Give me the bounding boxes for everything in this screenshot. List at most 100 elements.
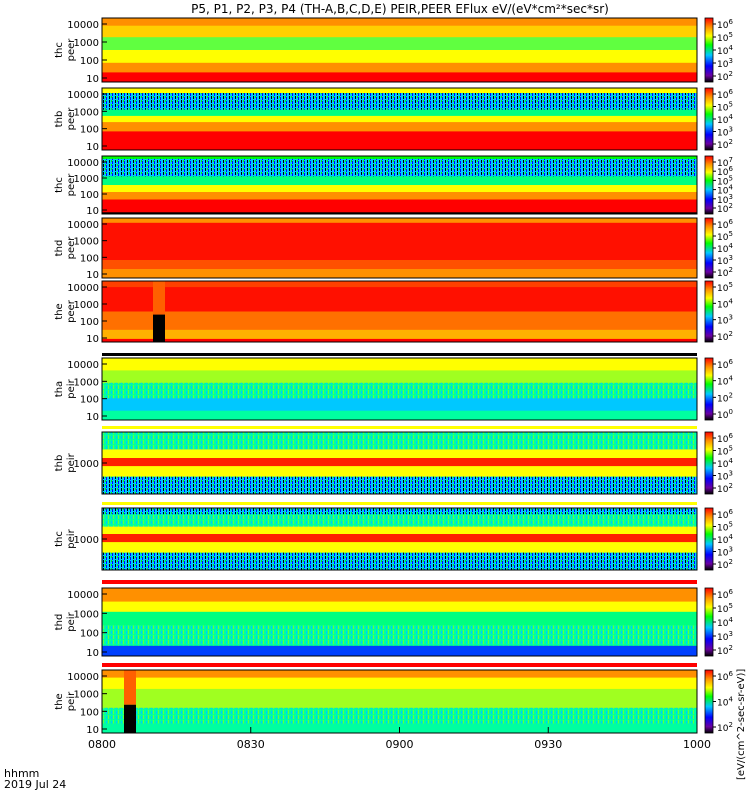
colorbar-tick-label: 103 [717, 630, 733, 643]
y-axis-label: thc [54, 531, 65, 547]
y-tick-label: 1000 [74, 535, 99, 546]
y-axis-label: the [54, 693, 65, 709]
spectrum-band [102, 311, 697, 331]
colorbar-tick-label: 105 [717, 31, 733, 44]
colorbar-tick-label: 100 [717, 408, 733, 421]
panel-the-peir: 10000 1000 100 10 the peir 106 104 102 [54, 669, 733, 736]
colorbar-tick-label: 102 [717, 391, 733, 404]
time-axis-label: hhmm [4, 767, 40, 780]
spectrum-band [102, 115, 697, 123]
y-axis-label: thb [54, 455, 65, 472]
colorbar [704, 507, 714, 571]
spectrum-band [102, 281, 697, 288]
separator-strip [102, 502, 697, 505]
colorbar-tick-label: 104 [717, 457, 733, 470]
y-axis-label: thb [54, 111, 65, 128]
y-tick-label: 10 [86, 270, 99, 281]
colorbar-tick-label: 105 [717, 445, 733, 458]
colorbar-tick-label: 106 [717, 88, 733, 101]
spectrum-band [102, 688, 697, 709]
spectrum-band [102, 508, 697, 515]
y-tick-label: 10000 [67, 220, 99, 231]
colorbar [704, 87, 714, 151]
colorbar [704, 587, 714, 657]
separator-strip [102, 663, 697, 667]
y-tick-label: 10 [86, 206, 99, 217]
spectrum-band [102, 185, 697, 193]
y-tick-label: 10 [86, 334, 99, 345]
spectrum-band [102, 329, 697, 340]
colorbar-tick-label: 105 [717, 602, 733, 615]
spectrum-band [102, 645, 697, 657]
y-tick-label: 100 [80, 125, 99, 136]
colorbar-tick-label: 106 [717, 670, 733, 683]
colorbar-tick-label: 106 [717, 18, 733, 31]
spectrum-band [102, 458, 697, 467]
spectrum-band [102, 72, 697, 83]
y-tick-label: 10000 [67, 590, 99, 601]
y-tick-label: 100 [80, 629, 99, 640]
y-axis-label: peir [66, 691, 77, 711]
colorbar-tick-label: 103 [717, 314, 733, 327]
spectrum-band [102, 131, 697, 151]
y-tick-label: 10000 [67, 360, 99, 371]
y-tick-label: 10000 [67, 90, 99, 101]
panel-frame [101, 587, 698, 657]
colorbar [704, 217, 714, 279]
y-tick-label: 1000 [74, 690, 99, 701]
date-label: 2019 Jul 24 [4, 778, 67, 791]
colorbar-tick-label: 106 [717, 588, 733, 601]
data-gap [124, 704, 136, 733]
data-gap-top [153, 281, 165, 315]
y-tick-label: 100 [80, 190, 99, 201]
spectrum-band [102, 514, 697, 528]
y-tick-label: 10 [86, 142, 99, 153]
panel-tha-peir: 10000 1000 100 10 tha peir 106 104 102 100 [54, 357, 733, 423]
spectrum-band [102, 199, 697, 213]
y-tick-label: 100 [80, 253, 99, 264]
spectrum-band [102, 670, 697, 679]
y-axis-label: peir [66, 611, 77, 631]
x-tick-label: 0830 [237, 738, 265, 751]
colorbar [704, 17, 714, 83]
spectrum-band [102, 158, 697, 177]
y-tick-label: 100 [80, 707, 99, 718]
y-axis-label: the [54, 303, 65, 319]
spectrum-band [102, 88, 697, 94]
colorbar-tick-label: 102 [717, 721, 733, 734]
spectrum-band [102, 93, 697, 111]
panel-frame [101, 87, 698, 151]
y-tick-label: 10000 [67, 672, 99, 683]
colorbar-tick-label: 105 [717, 281, 733, 294]
spectrum-band [102, 526, 697, 535]
colorbar-tick-label: 104 [717, 375, 733, 388]
panel-frame [101, 280, 698, 343]
colorbar-tick-label: 103 [717, 546, 733, 559]
y-tick-label: 10 [86, 74, 99, 85]
spectrum-band [102, 552, 697, 571]
spectrum-band [102, 176, 697, 186]
y-axis-label: tha [54, 381, 65, 397]
colorbar-tick-label: 105 [717, 101, 733, 114]
colorbar [704, 669, 714, 734]
colorbar-tick-label: 102 [717, 138, 733, 151]
colorbar-tick-label: 102 [717, 70, 733, 83]
separator-strip [102, 426, 697, 429]
y-tick-label: 10 [86, 412, 99, 423]
spectrum-band [102, 677, 697, 690]
spectrum-band [102, 218, 697, 224]
spectrum-band [102, 449, 697, 459]
colorbar-tick-label: 104 [717, 696, 733, 709]
y-tick-label: 100 [80, 317, 99, 328]
panel-frame [101, 217, 698, 279]
x-tick-label: 0900 [386, 738, 414, 751]
y-tick-label: 1000 [74, 300, 99, 311]
y-tick-label: 1000 [74, 609, 99, 620]
colorbar-tick-label: 106 [717, 508, 733, 521]
y-axis-label: thd [54, 240, 65, 257]
y-tick-label: 1000 [74, 237, 99, 248]
y-tick-label: 10 [86, 648, 99, 659]
